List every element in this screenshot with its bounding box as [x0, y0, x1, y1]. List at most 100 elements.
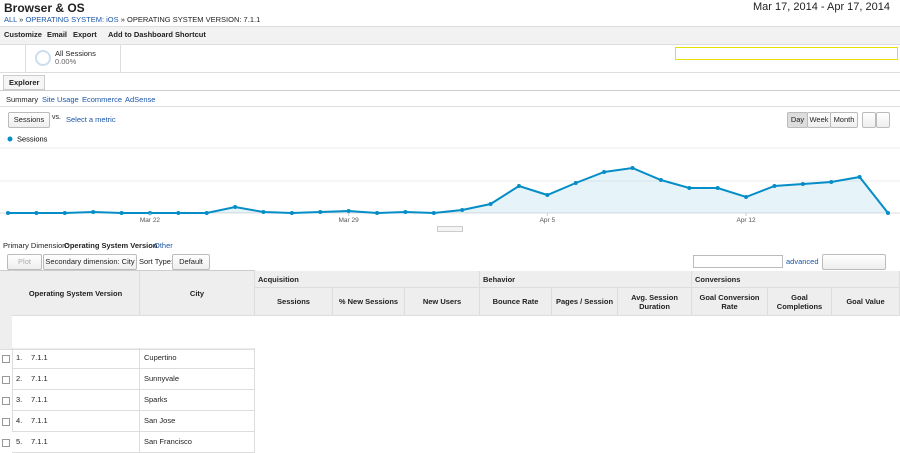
row-city: San Francisco [140, 432, 255, 453]
subtab[interactable]: AdSense [125, 95, 156, 104]
group-header: Behavior [480, 271, 692, 288]
row-index: 4. [12, 411, 28, 432]
point [715, 186, 720, 190]
toolbar-item[interactable]: Customize [4, 30, 42, 39]
crumb: OPERATING SYSTEM VERSION: 7.1.1 [127, 15, 261, 24]
toolbar [0, 26, 900, 45]
legend-label: Sessions [17, 135, 48, 144]
point [658, 178, 663, 182]
subtab[interactable]: Ecommerce [82, 95, 123, 104]
sep: » [19, 15, 24, 24]
column-header[interactable]: Goal Value [832, 288, 900, 316]
period-btn[interactable]: Day [787, 112, 808, 128]
point [886, 211, 890, 215]
segment-ring [35, 50, 51, 66]
point [857, 175, 862, 179]
x-tick-label: Apr 12 [736, 217, 756, 224]
column-header[interactable]: Operating System Version [12, 271, 140, 316]
column-header[interactable]: Avg. Session Duration [618, 288, 692, 316]
point [431, 211, 436, 215]
period-btn[interactable]: Month [830, 112, 858, 128]
point [630, 166, 635, 170]
search-box[interactable] [675, 47, 898, 60]
select-metric[interactable]: Select a metric [66, 115, 116, 124]
column-header[interactable]: Bounce Rate [480, 288, 552, 316]
point [744, 195, 749, 199]
breadcrumb: ALL » OPERATING SYSTEM: iOS » OPERATING … [4, 15, 260, 24]
column-header[interactable]: Pages / Session [552, 288, 618, 316]
sort-select[interactable]: Default [172, 254, 210, 270]
point [403, 210, 408, 214]
point [829, 180, 834, 184]
segment-bar [0, 44, 900, 73]
point [119, 211, 124, 215]
row-index: 3. [12, 390, 28, 411]
point [289, 211, 294, 215]
toolbar-item[interactable]: Email [47, 30, 68, 39]
row-checkbox[interactable] [2, 439, 10, 447]
point [545, 193, 550, 197]
row-checkbox[interactable] [2, 355, 10, 363]
dimension-label: Primary Dimension: [3, 241, 69, 250]
row-version: 7.1.1 [27, 369, 140, 390]
row-version: 7.1.1 [27, 390, 140, 411]
x-tick-label: Apr 5 [540, 217, 556, 224]
summary-row [12, 316, 255, 348]
point [261, 210, 266, 214]
column-header[interactable]: City [140, 271, 255, 316]
column-header[interactable]: Goal Conversion Rate [692, 288, 768, 316]
point [516, 184, 521, 188]
divider [12, 270, 13, 431]
point [460, 208, 465, 212]
sep: » [120, 15, 125, 24]
chart-type-btn[interactable] [876, 112, 890, 128]
row-index: 2. [12, 369, 28, 390]
row-index: 5. [12, 432, 28, 453]
vs: vs. [52, 114, 61, 121]
toolbar-item[interactable]: Shortcut [175, 30, 206, 39]
column-header[interactable]: % New Sessions [333, 288, 405, 316]
dimension-other[interactable]: Other [154, 241, 173, 250]
point [488, 202, 493, 206]
toolbar-item[interactable]: Export [73, 30, 97, 39]
table-search[interactable] [693, 255, 783, 268]
secondary-dimension[interactable]: Secondary dimension: City [43, 254, 137, 270]
title: Browser & OS [4, 1, 85, 15]
row-checkbox[interactable] [2, 418, 10, 426]
row-version: 7.1.1 [27, 432, 140, 453]
crumb[interactable]: OPERATING SYSTEM: iOS [25, 15, 119, 24]
segment-name[interactable]: All Sessions [55, 49, 96, 58]
view-buttons[interactable] [822, 254, 886, 270]
column-header[interactable]: New Users [405, 288, 480, 316]
advanced[interactable]: advanced [786, 257, 819, 266]
row-checkbox[interactable] [2, 376, 10, 384]
toolbar-item[interactable]: Add to Dashboard [108, 30, 173, 39]
point [602, 170, 607, 174]
chart-type-btn[interactable] [862, 112, 876, 128]
point [800, 182, 805, 186]
tab[interactable]: Explorer [3, 75, 46, 90]
x-tick-label: Mar 29 [339, 217, 360, 224]
subtab[interactable]: Site Usage [42, 95, 79, 104]
divider [0, 106, 900, 107]
plot-rows[interactable]: Plot Rows [7, 254, 42, 280]
point [772, 184, 777, 188]
area [8, 168, 888, 213]
resize-handle[interactable] [437, 226, 463, 232]
row-city: San Jose [140, 411, 255, 432]
x-tick-label: Mar 22 [140, 217, 161, 224]
period-btn[interactable]: Week [807, 112, 831, 128]
subtab[interactable]: Summary [6, 95, 39, 104]
crumb[interactable]: ALL [4, 15, 18, 24]
point [176, 211, 181, 215]
point [687, 186, 692, 190]
column-header[interactable]: Goal Completions [768, 288, 832, 316]
date-range[interactable]: Mar 17, 2014 - Apr 17, 2014 [753, 1, 890, 13]
point [204, 211, 209, 215]
row-city: Sunnyvale [140, 369, 255, 390]
row-checkbox[interactable] [2, 397, 10, 405]
point [318, 210, 323, 214]
column-header[interactable]: Sessions [255, 288, 333, 316]
metric-select[interactable]: Sessions [8, 112, 50, 128]
